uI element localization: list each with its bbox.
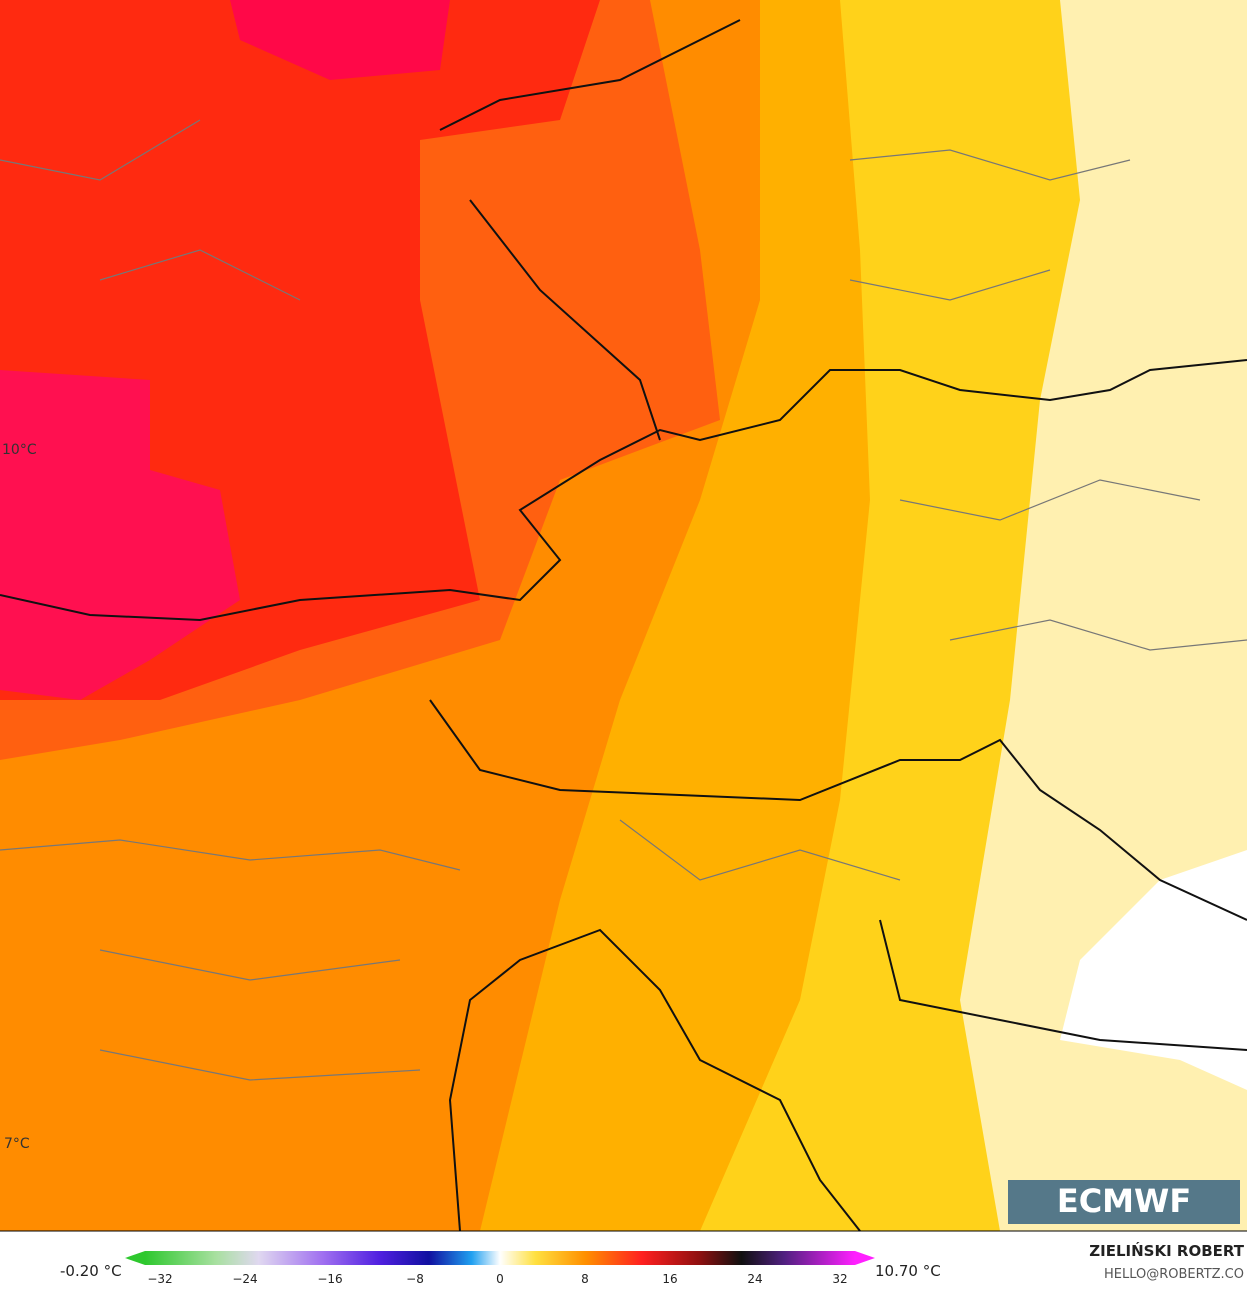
- colorbar-tick-label: −8: [406, 1272, 424, 1286]
- legend-max: 10.70 °C: [875, 1262, 941, 1280]
- zone-magenta-north: [230, 0, 450, 80]
- credit-author: ZIELIŃSKI ROBERT: [1089, 1241, 1244, 1260]
- colorbar-tick-label: −24: [232, 1272, 257, 1286]
- zone-magenta-west: [0, 370, 240, 700]
- colorbar-tick-label: 16: [662, 1272, 677, 1286]
- colorbar-end: [855, 1251, 875, 1265]
- legend: -0.20 °C −32 −24 −16 −8 0 8 16 24 32 10.70 °C ZI…: [60, 1241, 1245, 1286]
- colorbar-tick-label: 24: [747, 1272, 762, 1286]
- colorbar-tick-label: 8: [581, 1272, 589, 1286]
- credit-contact: HELLO@ROBERTZ.CO: [1104, 1267, 1244, 1282]
- colorbar: [145, 1251, 855, 1265]
- colorbar-tick-label: 0: [496, 1272, 504, 1286]
- colorbar-end: [125, 1251, 145, 1265]
- logo-box: [1008, 1180, 1240, 1224]
- colorbar-tick-label: 32: [832, 1272, 847, 1286]
- colorbar-ticks: −32 −24 −16 −8 0 8 16 24 32: [147, 1272, 847, 1286]
- country-borders: [0, 19, 1247, 1232]
- temp-label: 7°C: [4, 1136, 30, 1152]
- logo: ECMWF: [1057, 1182, 1191, 1220]
- colorbar-tick-label: −16: [317, 1272, 342, 1286]
- temp-label: 10°C: [2, 442, 37, 458]
- legend-min: -0.20 °C: [60, 1262, 122, 1280]
- map: 10°C 7°C ECMWF: [0, 0, 1247, 1232]
- zone-white: [1060, 850, 1247, 1090]
- region-borders: [0, 119, 1247, 1081]
- colorbar-tick-label: −32: [147, 1272, 172, 1286]
